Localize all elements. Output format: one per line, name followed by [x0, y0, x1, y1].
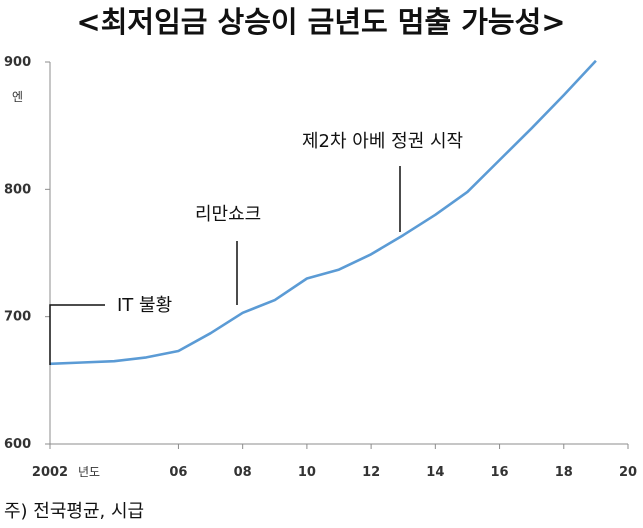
annotation-it-slump: IT 불황 — [117, 295, 172, 316]
annotation-abe-second-term: 제2차 아베 정권 시작 — [302, 131, 463, 152]
x-axis-unit: 년도 — [78, 465, 100, 479]
it-slump-bracket — [49, 304, 105, 365]
x-tick-label: 12 — [362, 465, 380, 480]
y-tick-label: 900 — [4, 55, 31, 70]
x-tick-label: 2002 — [32, 465, 68, 480]
x-tick-label: 06 — [169, 465, 187, 480]
x-tick-label: 20 — [619, 465, 637, 480]
x-tick-label: 08 — [234, 465, 252, 480]
y-tick-label: 800 — [4, 182, 31, 197]
y-tick-label: 700 — [4, 310, 31, 325]
x-tick-label: 16 — [491, 465, 509, 480]
y-tick-label: 600 — [4, 437, 31, 452]
annotation-lehman-shock: 리만쇼크 — [195, 204, 261, 225]
x-tick-label: 14 — [426, 465, 444, 480]
x-tick-label: 10 — [298, 465, 316, 480]
series-line — [49, 59, 597, 366]
chart-title: <최저임금 상승이 금년도 멈출 가능성> — [76, 5, 565, 39]
y-ticks: 600 700 800 900 — [4, 55, 50, 452]
x-ticks: 2002 06 08 10 12 14 16 18 20 — [32, 444, 637, 480]
footnote: 주) 전국평균, 시급 — [4, 501, 144, 522]
y-axis-unit: 엔 — [12, 90, 23, 104]
x-tick-label: 18 — [555, 465, 573, 480]
